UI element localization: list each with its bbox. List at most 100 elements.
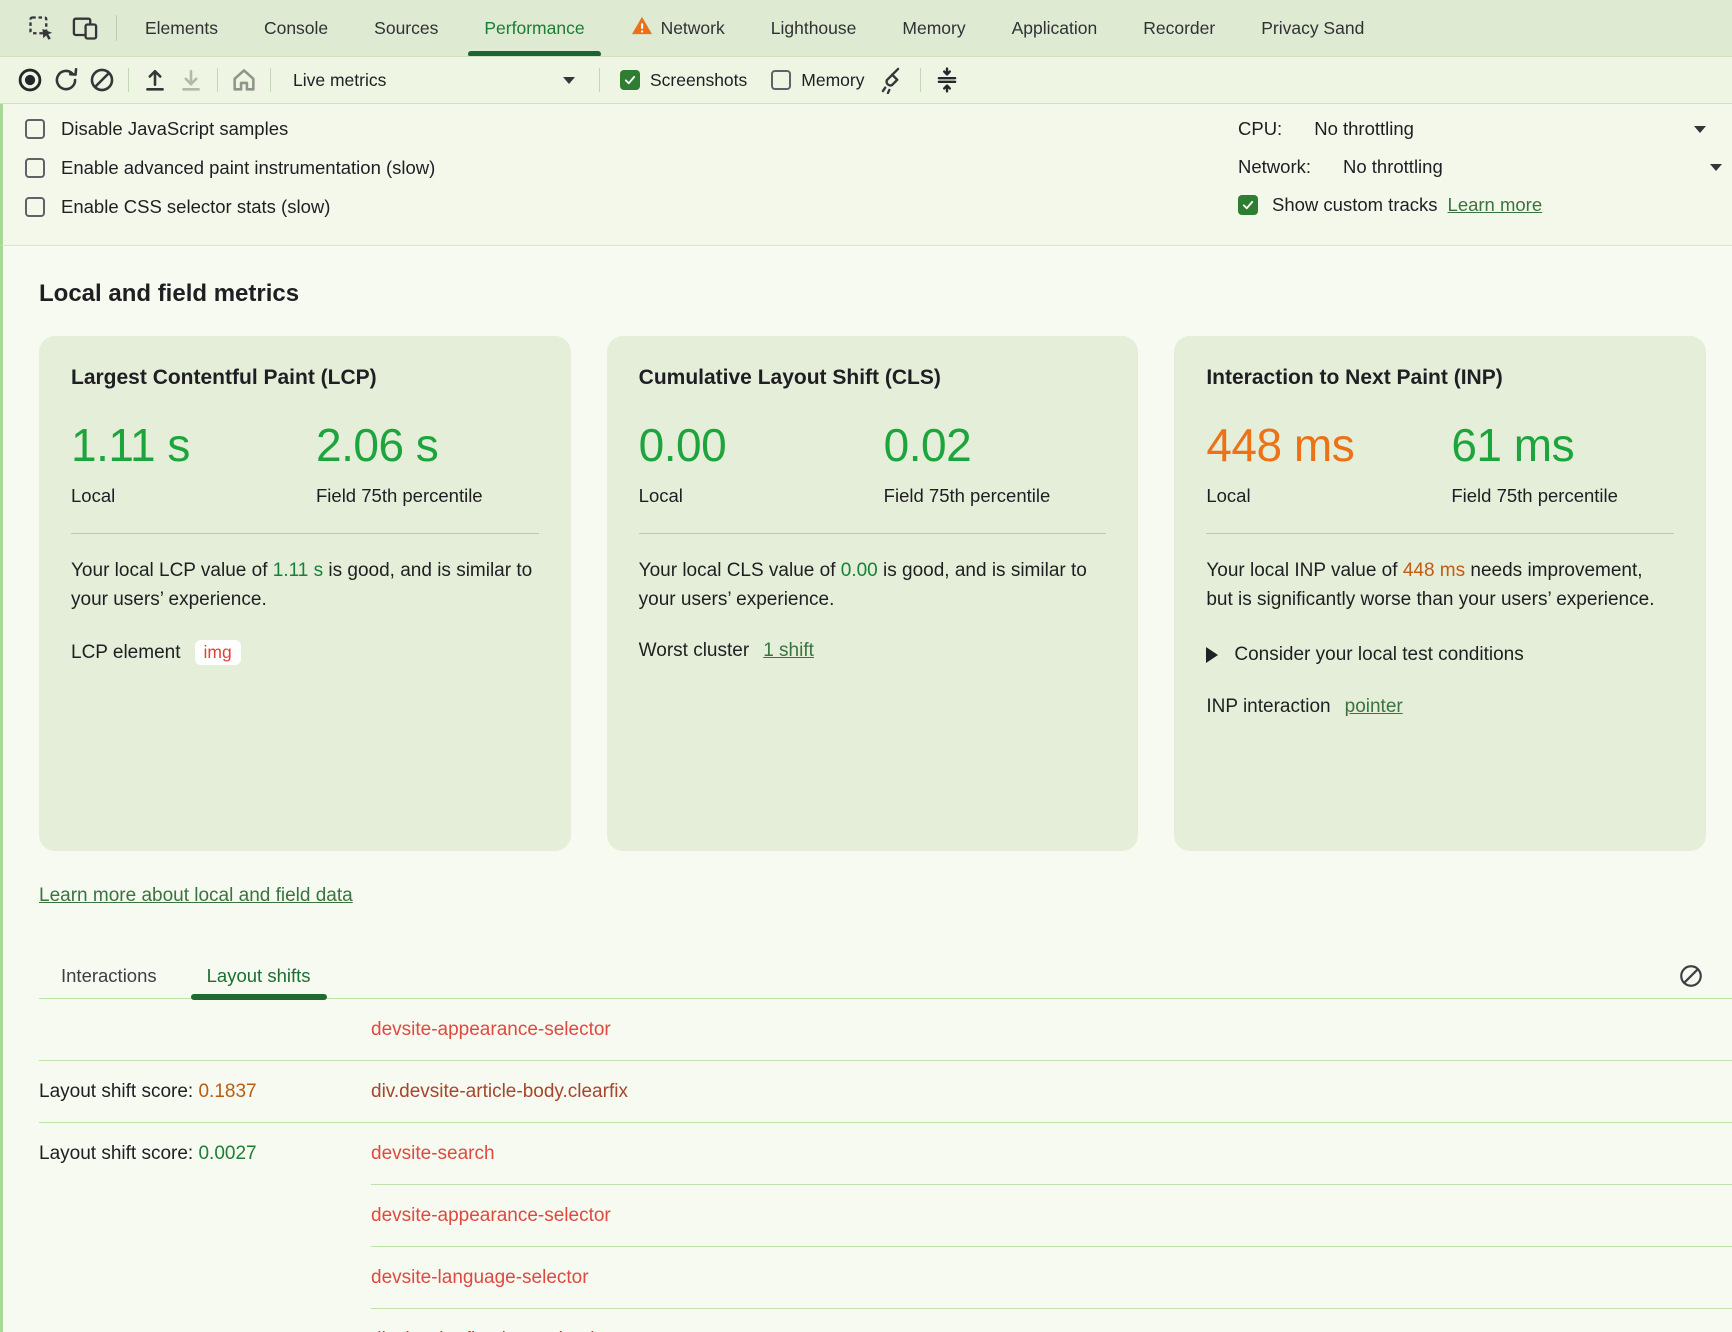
device-toolbar-icon[interactable] <box>68 11 102 45</box>
tab-lighthouse[interactable]: Lighthouse <box>770 0 857 56</box>
divider <box>920 68 922 92</box>
cls-description: Your local CLS value of 0.00 is good, an… <box>639 556 1107 614</box>
custom-tracks-learn-more-link[interactable]: Learn more <box>1447 194 1543 215</box>
cls-card: Cumulative Layout Shift (CLS) 0.00 Local… <box>606 336 1139 851</box>
clear-icon[interactable] <box>84 63 120 97</box>
inspect-element-icon[interactable] <box>24 11 58 45</box>
cpu-label: CPU: <box>1238 118 1283 139</box>
tab-sources[interactable]: Sources <box>374 0 438 56</box>
local-test-conditions-label: Consider your local test conditions <box>1234 644 1524 665</box>
tab-memory[interactable]: Memory <box>902 0 966 56</box>
custom-tracks-checkbox[interactable] <box>1238 195 1258 215</box>
score-value: 0.0027 <box>198 1143 257 1164</box>
panel-mode-select[interactable]: Live metrics <box>279 63 591 97</box>
layout-shift-row[interactable]: Layout shift score: 0.1837 div.devsite-a… <box>39 1061 1732 1123</box>
memory-label: Memory <box>801 69 865 90</box>
score-label: Layout shift score: <box>39 1143 194 1164</box>
settings-checkboxes: Disable JavaScript samples Enable advanc… <box>25 118 435 235</box>
tab-privacy-sandbox[interactable]: Privacy Sand <box>1261 0 1365 56</box>
lcp-element-node-link[interactable]: img <box>194 640 241 665</box>
inp-local-label: Local <box>1206 485 1251 506</box>
screenshots-label: Screenshots <box>650 69 748 90</box>
reload-record-icon[interactable] <box>48 63 84 97</box>
advanced-paint-label: Enable advanced paint instrumentation (s… <box>61 157 436 178</box>
tab-label: Elements <box>145 17 218 38</box>
advanced-paint-checkbox[interactable] <box>25 158 45 178</box>
disable-js-samples-checkbox[interactable] <box>25 119 45 139</box>
cls-desc-value: 0.00 <box>840 560 878 581</box>
tab-performance[interactable]: Performance <box>468 0 601 56</box>
layout-shift-row[interactable]: devsite-appearance-selector <box>39 1185 1732 1247</box>
learn-more-local-field-link[interactable]: Learn more about local and field data <box>39 885 353 906</box>
clear-log-icon[interactable] <box>1676 961 1706 991</box>
lcp-description: Your local LCP value of 1.11 s is good, … <box>71 556 539 614</box>
shift-element-link[interactable]: div.devsite-article-body.clearfix <box>371 1081 628 1102</box>
disable-js-samples-row[interactable]: Disable JavaScript samples <box>25 118 435 140</box>
cls-field-label: Field 75th percentile <box>883 485 1051 506</box>
tab-label: Interactions <box>61 964 157 986</box>
css-selector-stats-checkbox[interactable] <box>25 197 45 217</box>
shift-element-link[interactable]: devsite-appearance-selector <box>371 1205 611 1226</box>
tab-console[interactable]: Console <box>264 0 328 56</box>
lcp-element-label: LCP element <box>71 641 181 663</box>
home-icon[interactable] <box>226 63 262 97</box>
download-profile-icon[interactable] <box>173 63 209 97</box>
inp-field-label: Field 75th percentile <box>1451 485 1618 506</box>
memory-checkbox-row[interactable]: Memory <box>771 70 864 91</box>
network-label: Network: <box>1238 156 1311 177</box>
divider <box>116 15 117 41</box>
disclosure-triangle-icon <box>1206 647 1219 663</box>
score-value: 0.1837 <box>198 1081 257 1102</box>
collapse-sections-icon[interactable] <box>929 63 965 97</box>
local-field-metrics-heading: Local and field metrics <box>39 280 300 307</box>
upload-profile-icon[interactable] <box>137 63 173 97</box>
network-throttling-row: Network: No throttling <box>1238 156 1722 178</box>
inp-card: Interaction to Next Paint (INP) 448 ms L… <box>1174 336 1707 851</box>
inp-field-value: 61 ms <box>1451 419 1575 471</box>
divider <box>638 533 1107 534</box>
shift-element-link[interactable]: div.devsite-floating-action-buttons <box>371 1329 653 1332</box>
chevron-down-icon <box>1710 163 1722 171</box>
tab-elements[interactable]: Elements <box>145 0 218 56</box>
gc-broom-icon[interactable] <box>876 63 912 97</box>
lcp-local-label: Local <box>71 485 116 506</box>
tab-application[interactable]: Application <box>1012 0 1098 56</box>
shift-element-link[interactable]: devsite-search <box>371 1143 495 1164</box>
cpu-throttling-select[interactable]: No throttling <box>1282 118 1706 140</box>
tab-label: Memory <box>902 17 966 38</box>
shift-element-link[interactable]: devsite-language-selector <box>371 1267 589 1288</box>
tab-network[interactable]: Network <box>631 0 725 56</box>
tab-label: Layout shifts <box>206 964 311 986</box>
worst-cluster-link[interactable]: 1 shift <box>763 640 814 661</box>
local-test-conditions-disclosure[interactable]: Consider your local test conditions <box>1206 644 1674 666</box>
layout-shift-row[interactable]: devsite-appearance-selector <box>39 999 1732 1061</box>
tab-recorder[interactable]: Recorder <box>1143 0 1215 56</box>
css-selector-stats-row[interactable]: Enable CSS selector stats (slow) <box>25 196 435 218</box>
layout-shift-row[interactable]: devsite-language-selector <box>39 1247 1732 1309</box>
tab-label: Performance <box>484 17 585 38</box>
layout-shift-row[interactable]: Layout shift score: 0.0027 devsite-searc… <box>39 1123 1732 1185</box>
record-icon[interactable] <box>12 63 48 97</box>
divider <box>270 68 271 92</box>
cpu-throttling-value: No throttling <box>1314 118 1414 139</box>
screenshots-checkbox-row[interactable]: Screenshots <box>620 70 747 91</box>
live-metrics-view: Local and field metrics Largest Contentf… <box>0 246 1732 1332</box>
custom-tracks-label: Show custom tracks <box>1272 194 1438 215</box>
advanced-paint-row[interactable]: Enable advanced paint instrumentation (s… <box>25 157 435 179</box>
worst-cluster-label: Worst cluster <box>638 640 750 661</box>
inp-interaction-link[interactable]: pointer <box>1344 696 1403 717</box>
memory-checkbox[interactable] <box>771 70 792 90</box>
shift-element-link[interactable]: devsite-appearance-selector <box>371 1019 611 1040</box>
cpu-throttling-row: CPU: No throttling <box>1238 118 1706 140</box>
network-throttling-select[interactable]: No throttling <box>1311 156 1722 178</box>
devtools-tabbar: Elements Console Sources Performance Net… <box>0 0 1732 57</box>
screenshots-checkbox[interactable] <box>620 70 640 90</box>
tab-label: Privacy Sand <box>1261 17 1365 38</box>
inp-description: Your local INP value of 448 ms needs imp… <box>1206 556 1674 614</box>
layout-shift-row[interactable]: div.devsite-floating-action-buttons <box>39 1309 1706 1332</box>
layout-shifts-log: devsite-appearance-selector Layout shift… <box>39 999 1732 1332</box>
tab-layout-shifts[interactable]: Layout shifts <box>190 953 327 1000</box>
tab-label: Lighthouse <box>770 17 857 38</box>
tab-interactions[interactable]: Interactions <box>57 953 161 999</box>
divider <box>1206 533 1675 534</box>
